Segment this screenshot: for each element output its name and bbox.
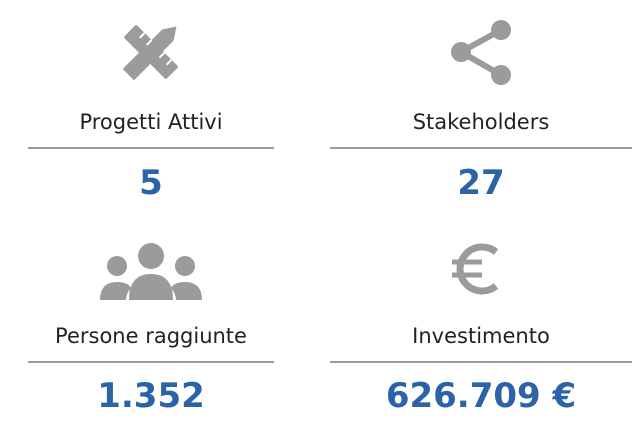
euro-icon — [452, 243, 499, 295]
divider — [28, 361, 274, 363]
stat-label: Stakeholders — [412, 110, 550, 134]
share-icon — [451, 20, 511, 85]
stat-card: Investimento 626.709 € — [330, 216, 632, 428]
tools-icon — [122, 25, 178, 81]
stat-card: Progetti Attivi 5 — [28, 0, 274, 214]
people-icon — [100, 243, 202, 300]
stat-label: Progetti Attivi — [79, 110, 223, 134]
stat-value: 27 — [457, 163, 505, 203]
stat-value: 626.709 € — [385, 376, 577, 416]
stat-card: Stakeholders 27 — [330, 0, 632, 214]
stat-label: Investimento — [412, 324, 550, 348]
stat-label: Persone raggiunte — [55, 324, 247, 348]
stat-value: 5 — [139, 163, 163, 203]
divider — [330, 147, 632, 149]
divider — [28, 147, 274, 149]
stat-card: Persone raggiunte 1.352 — [28, 216, 274, 428]
stat-value: 1.352 — [97, 376, 205, 416]
divider — [330, 361, 632, 363]
